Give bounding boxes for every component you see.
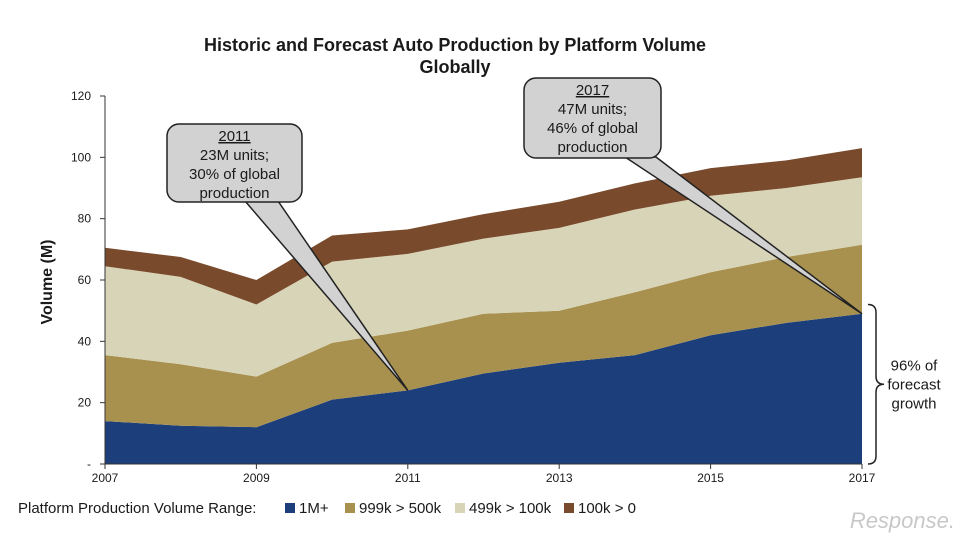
brace-shape — [867, 303, 885, 465]
x-tick-label: 2017 — [849, 471, 876, 485]
area-series-1 — [105, 244, 862, 428]
legend-label: 1M+ — [299, 500, 329, 517]
y-tick-label: 60 — [78, 273, 92, 287]
area-series-0 — [105, 313, 862, 464]
chart-title-line1: Historic and Forecast Auto Production by… — [204, 35, 706, 55]
brace-text-line: 96% of — [891, 357, 939, 374]
watermark: Response. — [850, 508, 955, 533]
callout-2017: 2017 47M units; 46% of global production — [523, 77, 863, 315]
legend: Platform Production Volume Range: 1M+ 999k… — [18, 500, 636, 517]
growth-brace: 96% of forecast growth — [867, 303, 942, 465]
brace-text-line: forecast — [887, 376, 941, 393]
callout-line: production — [557, 139, 627, 156]
x-tick-label: 2013 — [546, 471, 573, 485]
x-tick-label: 2015 — [697, 471, 724, 485]
y-tick-label: - — [87, 457, 91, 471]
legend-item-0: 1M+ — [285, 500, 329, 517]
legend-item-3: 100k > 0 — [564, 500, 636, 517]
y-axis-label: Volume (M) — [39, 239, 56, 324]
callout-box — [523, 77, 662, 159]
legend-item-2: 499k > 100k — [455, 500, 552, 517]
legend-title: Platform Production Volume Range: — [18, 500, 256, 517]
callout-box — [166, 123, 303, 203]
callout-year: 2011 — [218, 128, 250, 145]
callout-line: 23M units; — [200, 147, 269, 164]
legend-label: 999k > 500k — [359, 500, 442, 517]
callout-year: 2017 — [576, 82, 609, 99]
callout-line: 47M units; — [558, 101, 627, 118]
y-tick-label: 100 — [71, 150, 91, 164]
brace-text-line: growth — [891, 395, 936, 412]
y-tick-label: 120 — [71, 89, 91, 103]
legend-label: 499k > 100k — [469, 500, 552, 517]
chart-title-line2: Globally — [419, 57, 490, 77]
legend-item-1: 999k > 500k — [345, 500, 442, 517]
y-tick-label: 40 — [78, 334, 92, 348]
legend-swatch — [455, 503, 465, 513]
legend-swatch — [345, 503, 355, 513]
legend-label: 100k > 0 — [578, 500, 636, 517]
callout-line: production — [199, 185, 269, 202]
axes-layer: - 20 40 60 80 100 120 2007 2009 2011 2013 2015 2017 — [71, 89, 876, 485]
x-tick-label: 2007 — [92, 471, 119, 485]
callout-line: 46% of global — [547, 120, 638, 137]
x-tick-label: 2011 — [395, 471, 421, 485]
y-tick-label: 20 — [78, 396, 92, 410]
callout-line: 30% of global — [189, 166, 280, 183]
area-series-2 — [105, 177, 862, 377]
legend-swatch — [285, 503, 295, 513]
legend-swatch — [564, 503, 574, 513]
y-tick-label: 80 — [78, 212, 92, 226]
callout-2011: 2011 23M units; 30% of global production — [166, 123, 409, 391]
x-tick-label: 2009 — [243, 471, 270, 485]
